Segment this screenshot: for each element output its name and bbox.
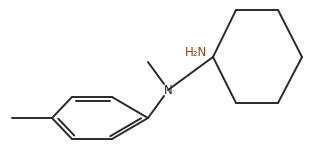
Text: H₂N: H₂N: [185, 45, 207, 59]
Text: N: N: [164, 83, 172, 96]
